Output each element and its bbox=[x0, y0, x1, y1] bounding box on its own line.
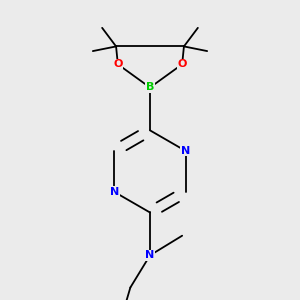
Text: N: N bbox=[146, 250, 154, 260]
Text: N: N bbox=[181, 146, 190, 156]
Text: O: O bbox=[113, 59, 122, 69]
Text: N: N bbox=[110, 187, 119, 197]
Text: O: O bbox=[178, 59, 187, 69]
Text: B: B bbox=[146, 82, 154, 92]
